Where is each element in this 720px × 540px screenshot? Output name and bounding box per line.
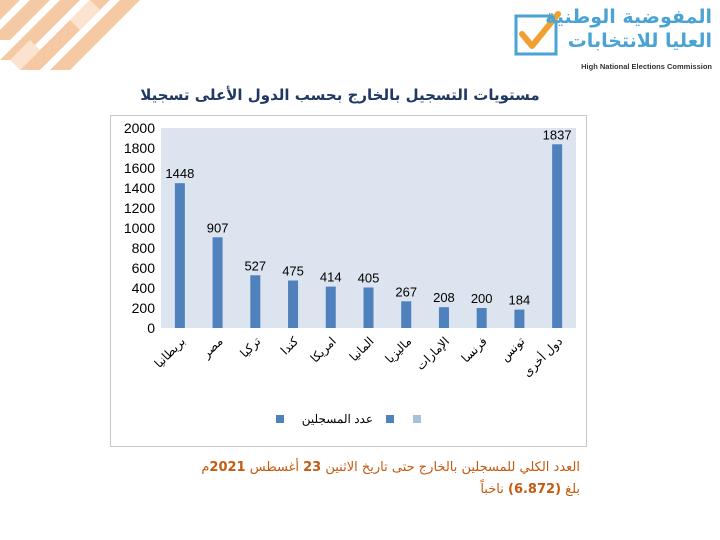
bar	[212, 237, 223, 328]
checkmark-logo-icon	[514, 11, 561, 56]
bar	[250, 275, 261, 328]
legend-swatch	[413, 415, 421, 423]
footer-line2: بلغ (6.872) ناخباً	[480, 482, 580, 497]
bar	[325, 286, 336, 328]
data-label: 1837	[543, 127, 572, 142]
data-label: 184	[509, 293, 531, 308]
bar	[401, 301, 412, 328]
x-tick-label: فرنسا	[459, 334, 490, 365]
footer-total: (6.872)	[507, 482, 562, 497]
bar-chart: 0 200 400 600 800 1000 1200 1400 1600 1800 2000 144…	[124, 120, 576, 426]
data-label: 208	[433, 290, 455, 305]
y-tick-label: 2000	[124, 120, 155, 136]
x-tick-label: بريطانيا	[152, 334, 188, 370]
footer-month: أغسطس	[245, 460, 304, 475]
bar	[363, 287, 374, 328]
data-label: 527	[244, 258, 266, 273]
logo-english: High National Elections Commission	[581, 62, 712, 71]
footer-year: 2021	[209, 460, 246, 475]
legend-label: عدد المسجلين	[302, 412, 373, 426]
chart-container: 0 200 400 600 800 1000 1200 1400 1600 1800 2000 144…	[110, 115, 587, 447]
data-label: 200	[471, 291, 493, 306]
footer-day: 23	[303, 460, 322, 475]
chart-title: مستويات التسجيل بالخارج بحسب الدول الأعل…	[140, 86, 540, 104]
footer-suffix: م	[201, 460, 210, 475]
x-tick-label: تونس	[498, 334, 528, 364]
footer-text: العدد الكلي للمسجلين بالخارج حتى تاريخ ا…	[321, 460, 580, 475]
bar	[476, 308, 487, 328]
x-tick-label: دول أخرى	[519, 334, 565, 380]
logo-arabic-line1: المفوضية الوطنية	[545, 6, 712, 28]
x-tick-label: تركيا	[237, 334, 263, 360]
x-tick-label: ماليزيا	[383, 334, 415, 366]
data-label: 1448	[165, 166, 194, 181]
data-label: 405	[358, 271, 380, 286]
y-tick-label: 1000	[124, 220, 155, 236]
y-tick-label: 1400	[124, 180, 155, 196]
y-tick-label: 1800	[124, 140, 155, 156]
bar	[552, 144, 563, 328]
bar	[174, 183, 185, 328]
y-tick-label: 400	[132, 280, 156, 296]
footer-voters: ناخباً	[480, 482, 508, 497]
bar	[288, 280, 299, 328]
footer-prefix: بلغ	[561, 482, 580, 497]
y-tick-label: 1200	[124, 200, 155, 216]
y-tick-label: 0	[147, 320, 155, 336]
data-label: 267	[395, 284, 417, 299]
legend-swatch	[386, 415, 394, 423]
legend-swatch	[276, 415, 284, 423]
y-tick-label: 1600	[124, 160, 155, 176]
y-tick-label: 200	[132, 300, 156, 316]
data-label: 414	[320, 270, 342, 285]
x-tick-label: الإمارات	[413, 334, 452, 373]
x-tick-label: كندا	[278, 334, 302, 358]
x-tick-label: المانيا	[347, 334, 377, 364]
x-tick-label: امريكا	[308, 334, 339, 365]
data-label: 907	[207, 220, 229, 235]
decorative-pattern	[0, 0, 140, 70]
bar	[514, 309, 525, 328]
bar	[438, 307, 449, 328]
y-tick-label: 600	[132, 260, 156, 276]
x-tick-label: مصر	[199, 334, 226, 361]
logo-arabic-line2: العليا للانتخابات	[567, 30, 712, 52]
data-label: 475	[282, 264, 304, 279]
logo: المفوضية الوطنية العليا للانتخابات High …	[514, 4, 714, 74]
footer-line1: العدد الكلي للمسجلين بالخارج حتى تاريخ ا…	[201, 460, 580, 475]
y-tick-label: 800	[132, 240, 156, 256]
